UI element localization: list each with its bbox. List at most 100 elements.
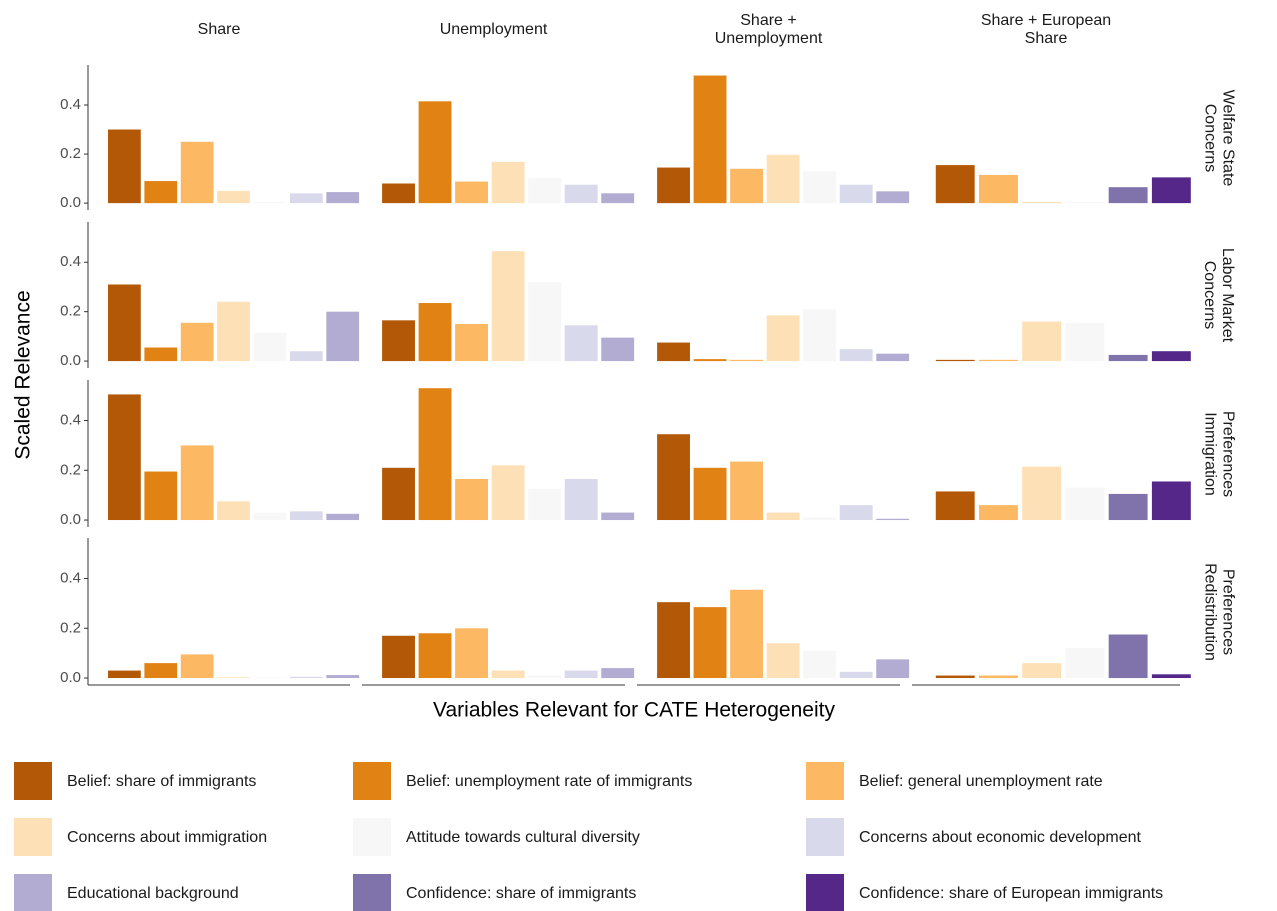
bar [693, 607, 727, 679]
legend-label: Concerns about economic development [859, 829, 1142, 846]
legend-label: Belief: share of immigrants [67, 773, 256, 790]
y-tick-label: 0.2 [60, 303, 81, 320]
bar [289, 676, 323, 679]
bar [289, 511, 323, 521]
legend-swatch [14, 818, 52, 856]
bar [1065, 201, 1105, 204]
bar [601, 668, 635, 679]
y-tick-label: 0.2 [60, 461, 81, 478]
bar [1022, 663, 1062, 679]
bar [1151, 177, 1191, 204]
bar [657, 167, 690, 204]
bar [253, 677, 287, 679]
bar [180, 141, 214, 204]
y-tick-label: 0.4 [60, 96, 81, 113]
bar [144, 663, 178, 679]
bar [1022, 466, 1062, 521]
bar [766, 315, 800, 362]
bar [382, 635, 415, 679]
bar [382, 320, 415, 362]
bar [144, 471, 178, 521]
bar [564, 184, 598, 204]
bar [1108, 354, 1148, 362]
bar [657, 434, 690, 521]
bar [693, 359, 727, 362]
bar [979, 505, 1018, 521]
bar [839, 505, 873, 521]
bar [730, 359, 764, 362]
legend-swatch [14, 762, 52, 800]
bar [803, 650, 837, 679]
bar [766, 154, 800, 204]
bar [979, 359, 1018, 362]
bar [564, 670, 598, 679]
y-axis-title: Scaled Relevance [12, 290, 35, 459]
bar [876, 353, 910, 362]
bar [935, 165, 975, 204]
legend-swatch [353, 874, 391, 911]
bar [979, 675, 1018, 679]
bar [180, 654, 214, 679]
bar [803, 517, 837, 521]
legend-swatch [806, 874, 844, 911]
bar [693, 75, 727, 204]
bar [289, 351, 323, 362]
column-strip: Unemployment [439, 21, 548, 38]
y-tick-label: 0.0 [60, 352, 81, 369]
legend-swatch [806, 762, 844, 800]
bar [1108, 187, 1148, 204]
bar [253, 332, 287, 362]
bar [564, 325, 598, 362]
bar [528, 488, 562, 521]
bar [1022, 201, 1062, 204]
bar [491, 670, 525, 679]
bar [803, 171, 837, 204]
y-tick-label: 0.2 [60, 619, 81, 636]
legend-label: Concerns about immigration [67, 829, 267, 846]
bar [935, 359, 975, 362]
bar [730, 168, 764, 204]
bar [601, 512, 635, 521]
bar [455, 324, 489, 362]
bar [839, 671, 873, 679]
bar [217, 677, 250, 679]
bar [418, 101, 452, 204]
bar [455, 478, 489, 521]
bar [876, 518, 910, 521]
bar [108, 394, 141, 521]
bar [979, 174, 1018, 204]
legend-swatch [806, 818, 844, 856]
bar [108, 129, 141, 204]
bar [382, 467, 415, 521]
bar [180, 445, 214, 521]
bar [180, 322, 214, 362]
bar [730, 461, 764, 521]
legend-swatch [353, 818, 391, 856]
y-tick-label: 0.4 [60, 412, 81, 429]
bar [289, 193, 323, 204]
y-tick-label: 0.0 [60, 669, 81, 686]
bar [326, 192, 360, 204]
bar [528, 675, 562, 679]
bar [766, 643, 800, 679]
bar [839, 349, 873, 362]
row-strip: Welfare State Concerns [1201, 89, 1236, 186]
legend-label: Confidence: share of European immigrants [859, 885, 1163, 902]
bar [1065, 322, 1105, 362]
bar [253, 512, 287, 521]
bar [1151, 351, 1191, 362]
column-strip: Share + Unemployment [714, 12, 823, 47]
y-tick-label: 0.2 [60, 145, 81, 162]
bar [418, 388, 452, 521]
bar [108, 284, 141, 362]
bar [601, 193, 635, 204]
bar [935, 491, 975, 521]
bar [766, 512, 800, 521]
bar [657, 602, 690, 679]
legend-label: Confidence: share of immigrants [406, 885, 636, 902]
bar [803, 309, 837, 362]
bar [1151, 481, 1191, 521]
bar [326, 675, 360, 679]
bar [1065, 487, 1105, 521]
